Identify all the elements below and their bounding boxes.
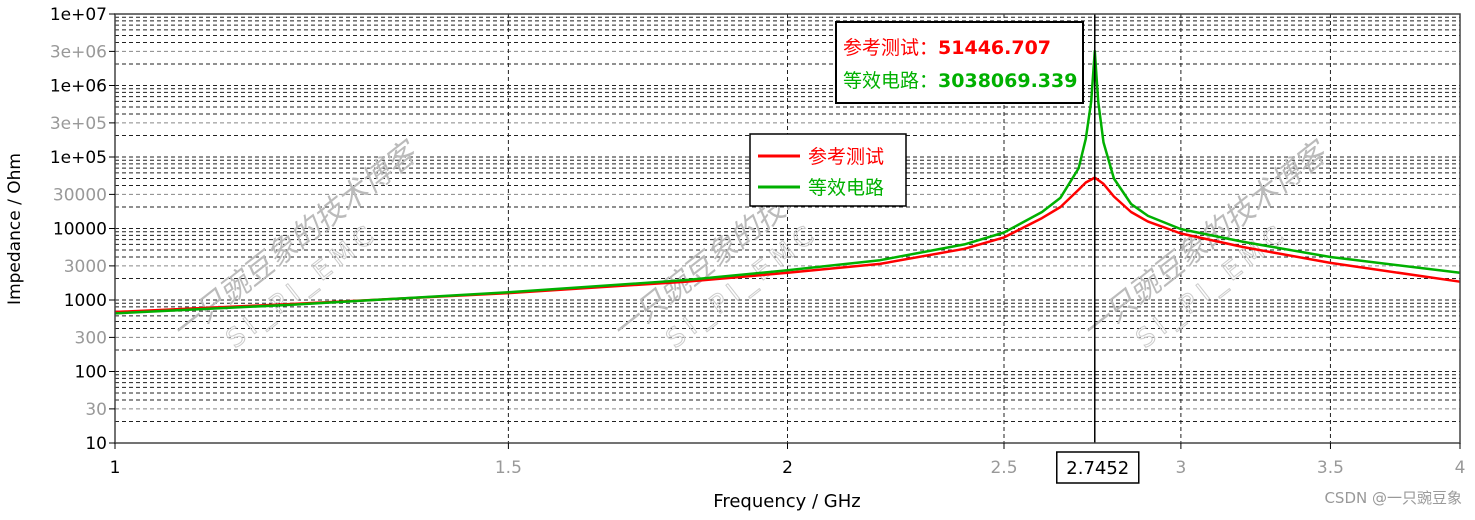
readout-row: 参考测试：51446.707 [843, 37, 1051, 59]
x-tick-label: 3.5 [1317, 458, 1344, 478]
readout-separator: ： [919, 70, 938, 92]
x-axis-title: Frequency / GHz [713, 491, 860, 512]
x-tick-label: 2.5 [990, 458, 1017, 478]
y-tick-label: 3e+05 [50, 114, 107, 134]
y-tick-label: 30 [85, 400, 107, 420]
y-tick-label: 10 [85, 434, 107, 454]
y-axis-title: Impedance / Ohm [5, 153, 25, 305]
legend-box [749, 133, 907, 207]
y-tick-label: 300 [75, 328, 107, 348]
x-tick-label: 1.5 [495, 458, 522, 478]
marker-x-label-box [1056, 451, 1140, 484]
watermark-text: 一只豌豆象的技术博客 [165, 134, 426, 349]
series-line-1 [114, 176, 1461, 314]
y-tick-label: 1000 [64, 291, 107, 311]
y-tick-label: 3000 [64, 257, 107, 277]
readout-separator: ： [919, 37, 938, 59]
y-tick-label: 10000 [53, 220, 107, 240]
x-tick-label: 1 [110, 458, 121, 478]
legend-label: 等效电路 [808, 177, 884, 199]
y-tick-label: 1e+07 [50, 5, 107, 25]
axes: 10 30 100 300 1000 3000 10000 30000 1e+05 3e+05 1e… [50, 5, 1466, 484]
readout-value: 51446.707 [938, 37, 1051, 59]
x-tick-label: 3 [1175, 458, 1186, 478]
legend-label: 参考测试 [808, 146, 884, 168]
y-tick-label: 100 [75, 363, 107, 383]
csdn-credit: CSDN @一只豌豆象 [1324, 489, 1462, 507]
x-tick-label: 4 [1455, 458, 1466, 478]
readout-value: 3038069.339 [938, 70, 1077, 92]
readout-name: 参考测试 [843, 37, 919, 59]
series-line-2 [114, 49, 1461, 315]
readout-box [835, 21, 1084, 104]
series-lines [114, 14, 1461, 443]
watermark-text: 一只豌豆象的技术博客 [1075, 134, 1336, 349]
y-tick-label: 1e+05 [50, 148, 107, 168]
readout-name: 等效电路 [843, 70, 919, 92]
y-tick-label: 3e+06 [50, 42, 107, 62]
marker-readout: 参考测试：51446.707 等效电路：3038069.339 [835, 21, 1084, 104]
marker-x-label: 2.7452 [1066, 458, 1129, 479]
readout-row: 等效电路：3038069.339 [843, 70, 1077, 92]
x-tick-label: 2 [782, 458, 793, 478]
y-tick-label: 30000 [53, 185, 107, 205]
y-tick-label: 1e+06 [50, 77, 107, 97]
